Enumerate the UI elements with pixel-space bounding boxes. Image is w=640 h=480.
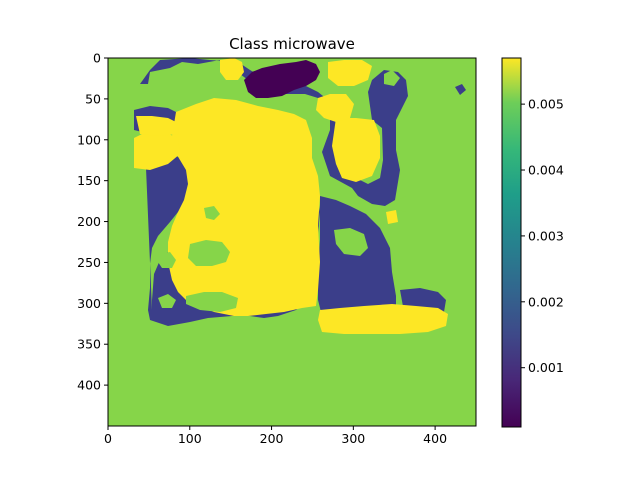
y-tick-label: 400 (77, 378, 101, 393)
mid-island-6 (398, 196, 412, 212)
y-tick-label: 200 (77, 214, 101, 229)
mid-islands (158, 70, 412, 312)
mid-island-8 (384, 70, 400, 86)
y-tick-label: 100 (77, 132, 101, 147)
x-tick-label: 400 (423, 431, 447, 446)
mid-island-1 (188, 240, 230, 266)
colorbar-axis: 0.001 0.002 0.003 0.004 0.005 (521, 97, 564, 375)
x-tick-label: 0 (104, 431, 112, 446)
high-region-top (328, 60, 372, 86)
high-region-center (168, 98, 320, 316)
x-axis: 0 100 200 300 400 (104, 426, 447, 446)
high-region-top2 (220, 58, 244, 80)
mid-island-5 (158, 294, 176, 308)
mid-island-2 (186, 292, 238, 312)
mid-island-3 (334, 228, 368, 256)
y-tick-label: 50 (85, 91, 101, 106)
colorbar-tick-label: 0.001 (528, 360, 564, 375)
mid-island-7 (204, 206, 220, 220)
colorbar-tick-label: 0.004 (528, 163, 564, 178)
y-tick-label: 300 (77, 296, 101, 311)
very-low-region (244, 60, 320, 98)
high-region-left (134, 132, 180, 170)
colorbar-tick-label: 0.003 (528, 228, 564, 243)
chart-title: Class microwave (229, 35, 355, 53)
high-region-mid (316, 94, 354, 122)
mid-island-4 (158, 252, 176, 268)
y-axis: 0 50 100 150 200 250 300 350 400 (77, 51, 108, 393)
low-region-dot (455, 84, 466, 95)
x-tick-label: 300 (341, 431, 365, 446)
y-tick-label: 150 (77, 173, 101, 188)
high-region-right (332, 118, 380, 182)
colorbar (501, 57, 522, 428)
y-tick-label: 350 (77, 337, 101, 352)
x-tick-label: 200 (260, 431, 284, 446)
colorbar-tick-label: 0.005 (528, 97, 564, 112)
y-tick-label: 0 (93, 51, 101, 66)
high-region-tinyright (386, 210, 398, 224)
x-tick-label: 100 (178, 431, 202, 446)
high-region-bottom (318, 304, 448, 334)
low-region-right (318, 196, 396, 316)
high-region-upperleft (136, 116, 180, 136)
heatmap-image (108, 58, 476, 426)
plot-frame (107, 57, 477, 427)
y-tick-label: 250 (77, 255, 101, 270)
colorbar-tick-label: 0.002 (528, 294, 564, 309)
